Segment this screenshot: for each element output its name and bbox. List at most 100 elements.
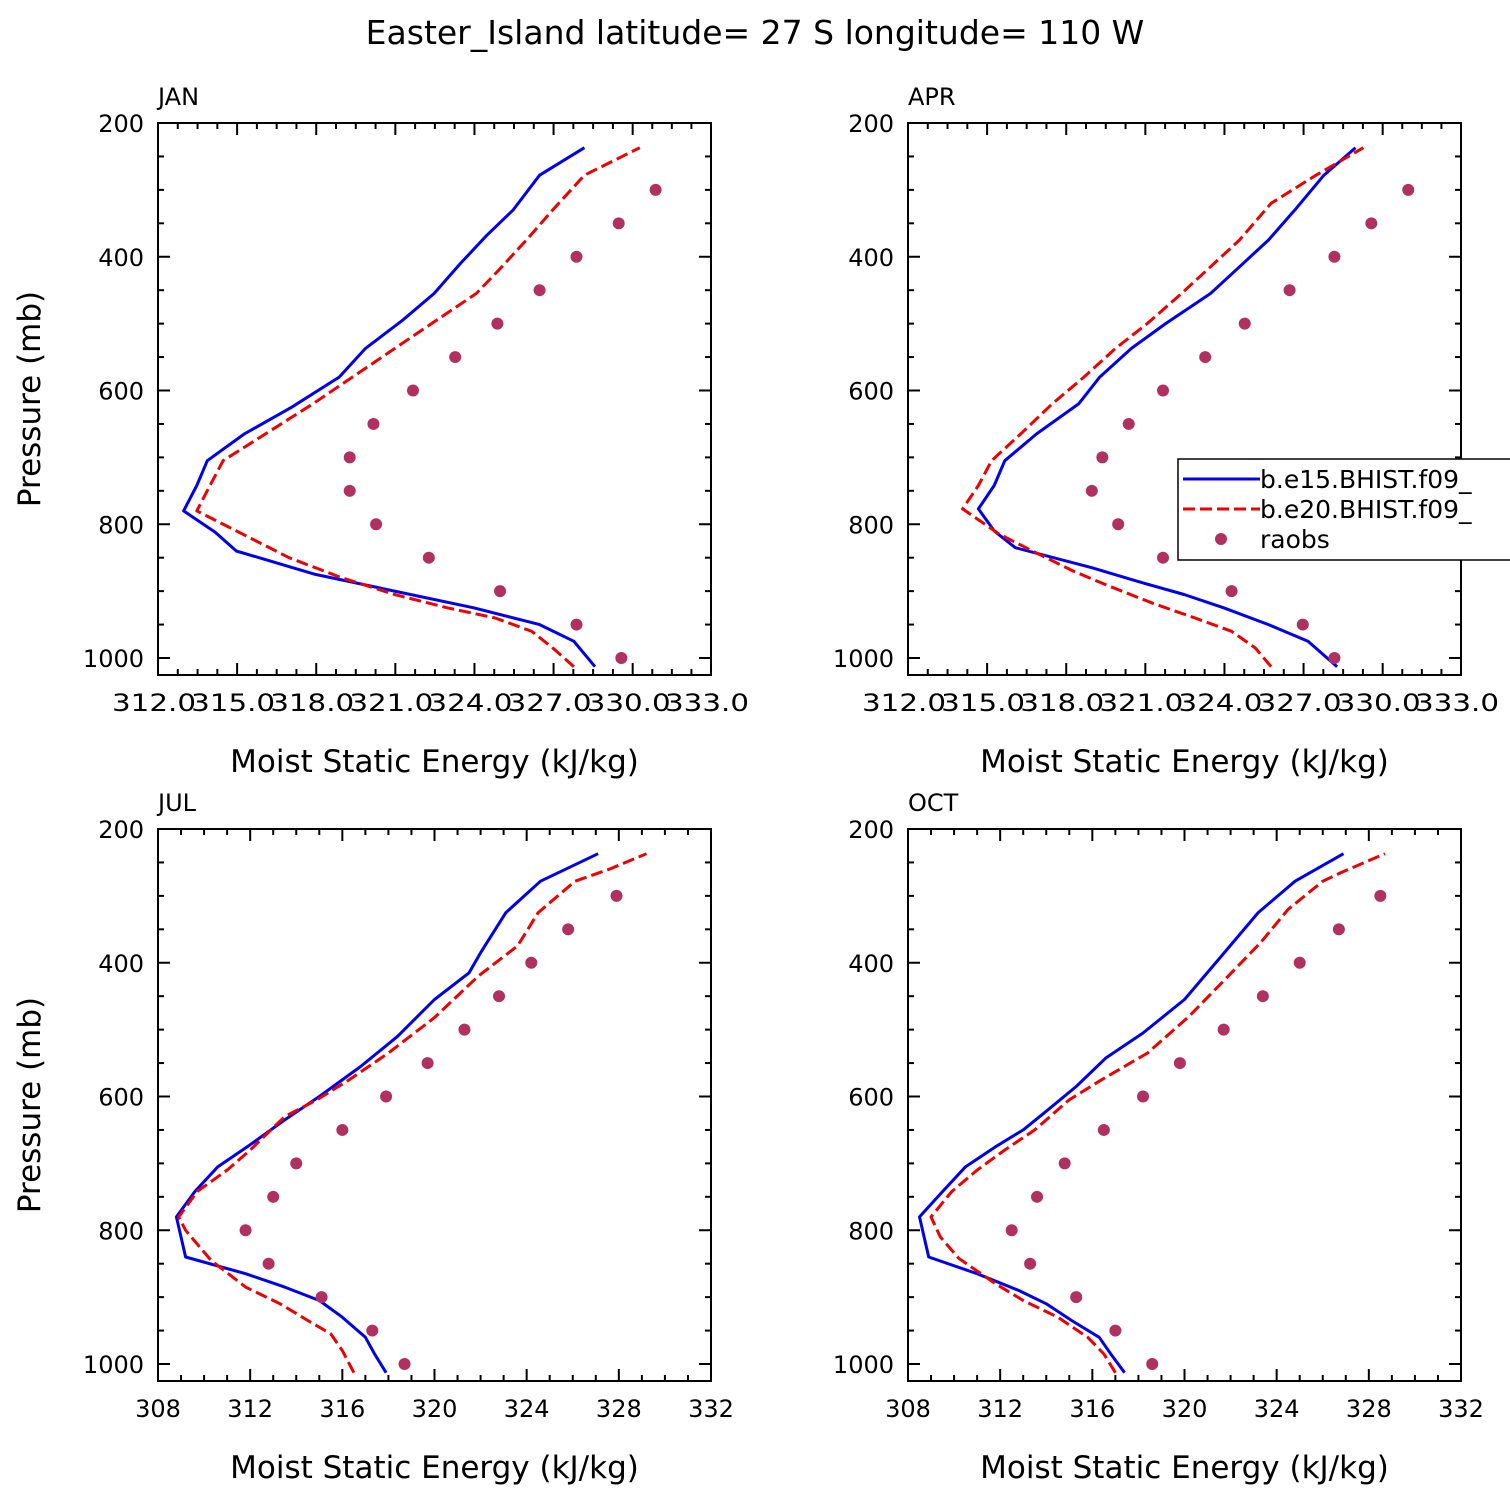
y-tick-label: 1000 (83, 645, 144, 673)
x-axis-label: Moist Static Energy (kJ/kg) (980, 1450, 1389, 1486)
raobs-point (570, 250, 583, 263)
x-axis-label: Moist Static Energy (kJ/kg) (230, 1450, 639, 1486)
raobs-point (449, 351, 462, 364)
x-tick-label: 318.0 (270, 689, 354, 717)
raobs-point (367, 417, 380, 430)
y-tick-label: 400 (98, 950, 144, 978)
y-tick-label: 200 (98, 816, 144, 844)
series-line-e15 (918, 852, 1345, 1374)
x-tick-label: 321.0 (1099, 689, 1183, 717)
x-tick-label: 333.0 (1415, 689, 1499, 717)
raobs-point (1097, 1123, 1110, 1136)
x-tick-label: 332 (1438, 1395, 1484, 1423)
raobs-point (612, 217, 625, 230)
raobs-point (262, 1257, 275, 1270)
raobs-point (1256, 990, 1269, 1003)
raobs-point (1005, 1224, 1018, 1237)
x-tick-label: 308 (885, 1395, 931, 1423)
x-tick-label: 330.0 (587, 689, 671, 717)
legend-label: b.e20.BHIST.f09_ (1260, 495, 1472, 524)
raobs-point (1109, 1324, 1122, 1337)
raobs-point (290, 1157, 303, 1170)
raobs-point (267, 1190, 280, 1203)
raobs-point (1332, 923, 1345, 936)
raobs-point (370, 518, 383, 531)
x-tick-label: 327.0 (508, 689, 592, 717)
x-tick-label: 328 (596, 1395, 642, 1423)
x-axis-label: Moist Static Energy (kJ/kg) (980, 744, 1389, 780)
figure-title: Easter_Island latitude= 27 S longitude= … (366, 13, 1145, 52)
raobs-point (1225, 585, 1238, 598)
x-tick-label: 324.0 (1178, 689, 1262, 717)
y-tick-label: 1000 (833, 645, 894, 673)
raobs-point (1402, 183, 1415, 196)
raobs-point (343, 484, 356, 497)
y-tick-label: 600 (98, 378, 144, 406)
panel-apr: APR2004006008001000312.0315.0318.0321.03… (833, 83, 1510, 780)
raobs-point (649, 183, 662, 196)
raobs-point (1024, 1257, 1037, 1270)
series-line-e20 (195, 146, 641, 668)
panel-jan: JAN2004006008001000312.0315.0318.0321.03… (12, 83, 749, 780)
y-tick-label: 1000 (83, 1351, 144, 1379)
y-tick-label: 400 (848, 950, 894, 978)
raobs-point (1374, 889, 1387, 902)
series-line-e20 (177, 852, 648, 1374)
raobs-point (343, 451, 356, 464)
series-line-e20 (929, 852, 1386, 1374)
x-tick-label: 327.0 (1258, 689, 1342, 717)
panel-title: JUL (156, 789, 197, 817)
raobs-point (562, 923, 575, 936)
raobs-point (533, 284, 546, 297)
x-tick-label: 315.0 (941, 689, 1025, 717)
x-tick-label: 312 (977, 1395, 1023, 1423)
x-tick-label: 321.0 (349, 689, 433, 717)
raobs-point (1146, 1358, 1159, 1370)
series-line-e15 (976, 146, 1357, 668)
legend: b.e15.BHIST.f09_b.e20.BHIST.f09_raobs (1177, 458, 1510, 561)
legend-marker (1215, 533, 1227, 545)
plot-frame (157, 122, 712, 676)
legend-label: b.e15.BHIST.f09_ (1260, 465, 1472, 494)
x-tick-label: 312 (227, 1395, 273, 1423)
x-tick-label: 316 (1069, 1395, 1115, 1423)
raobs-point (1328, 652, 1341, 664)
y-tick-label: 600 (848, 1084, 894, 1112)
series-line-e15 (182, 146, 597, 668)
y-tick-label: 800 (98, 511, 144, 539)
raobs-point (1199, 351, 1212, 364)
raobs-point (1293, 956, 1306, 969)
raobs-point (1096, 451, 1109, 464)
y-tick-label: 200 (98, 110, 144, 138)
panel-jul: JUL 200 400 600 800 1000 308 312 316 320 324 328 332… (12, 789, 734, 1486)
raobs-point (315, 1291, 328, 1304)
series-line-e15 (174, 852, 599, 1374)
raobs-point (1070, 1291, 1083, 1304)
raobs-point (491, 317, 504, 330)
x-tick-label: 312.0 (112, 689, 196, 717)
y-tick-label: 800 (848, 1217, 894, 1245)
raobs-point (1296, 618, 1309, 631)
x-tick-label: 316 (319, 1395, 365, 1423)
raobs-point (1173, 1057, 1186, 1070)
raobs-point (570, 618, 583, 631)
x-tick-label: 330.0 (1337, 689, 1421, 717)
raobs-point (380, 1090, 393, 1103)
raobs-point (1328, 250, 1341, 263)
raobs-point (1157, 551, 1170, 564)
x-axis-label: Moist Static Energy (kJ/kg) (230, 744, 639, 780)
raobs-point (1238, 317, 1251, 330)
x-tick-label: 324.0 (428, 689, 512, 717)
raobs-point (239, 1224, 252, 1237)
y-tick-label: 800 (98, 1217, 144, 1245)
y-tick-label: 600 (98, 1084, 144, 1112)
raobs-point (1365, 217, 1378, 230)
raobs-point (422, 551, 435, 564)
x-tick-label: 308 (135, 1395, 181, 1423)
x-tick-label: 328 (1346, 1395, 1392, 1423)
raobs-point (1031, 1190, 1044, 1203)
x-tick-label: 332 (688, 1395, 734, 1423)
raobs-point (458, 1023, 471, 1036)
x-tick-label: 324 (504, 1395, 550, 1423)
raobs-point (493, 990, 506, 1003)
